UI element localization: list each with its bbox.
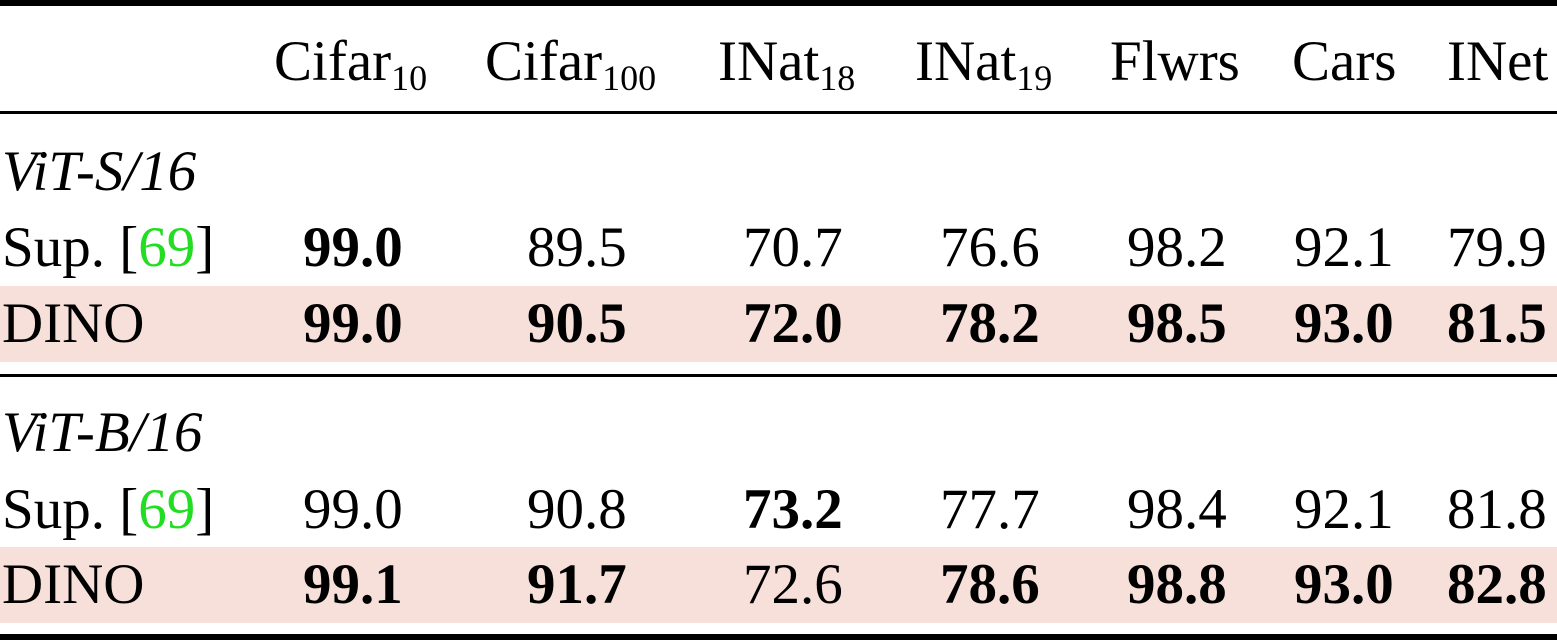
table-cell: 81.8	[1447, 478, 1547, 541]
column-header-cifar10: Cifar10	[274, 30, 428, 98]
table-cell: 92.1	[1294, 478, 1394, 541]
table-cell: 98.8	[1127, 553, 1227, 616]
row-label: Sup. [69]	[2, 478, 215, 541]
table-cell: 99.0	[303, 478, 403, 541]
section-title: ViT-B/16	[2, 401, 203, 464]
table-cell: 78.2	[940, 292, 1040, 355]
table-cell: 93.0	[1294, 292, 1394, 355]
table-cell: 98.4	[1127, 478, 1227, 541]
column-header-cifar100: Cifar100	[485, 30, 657, 98]
table-cell: 90.5	[527, 292, 627, 355]
table-cell: 91.7	[527, 553, 627, 616]
table-cell: 72.0	[743, 292, 843, 355]
section-title: ViT-S/16	[2, 140, 197, 203]
row-label: DINO	[2, 292, 145, 355]
table-cell: 98.2	[1127, 216, 1227, 279]
row-label: Sup. [69]	[2, 216, 215, 279]
table-cell: 99.0	[303, 216, 403, 279]
table-cell: 82.8	[1447, 553, 1547, 616]
row-highlight	[0, 286, 1557, 362]
column-header-inat18: INat18	[718, 30, 856, 98]
row-highlight	[0, 547, 1557, 623]
citation-link[interactable]: 69	[138, 478, 196, 541]
table-cell: 90.8	[527, 478, 627, 541]
table-cell: 70.7	[743, 216, 843, 279]
table-cell: 99.1	[303, 553, 403, 616]
table-cell: 93.0	[1294, 553, 1394, 616]
table-cell: 77.7	[940, 478, 1040, 541]
table-cell: 79.9	[1447, 216, 1547, 279]
table-header-rule	[0, 111, 1557, 114]
table-section-rule	[0, 374, 1557, 377]
table-cell: 73.2	[743, 478, 843, 541]
table-cell: 78.6	[940, 553, 1040, 616]
column-header-cars: Cars	[1292, 30, 1397, 93]
table-cell: 76.6	[940, 216, 1040, 279]
column-header-inat19: INat19	[915, 30, 1053, 98]
table-cell: 92.1	[1294, 216, 1394, 279]
table-cell: 81.5	[1447, 292, 1547, 355]
column-header-flwrs: Flwrs	[1110, 30, 1240, 93]
table-bottom-rule	[0, 634, 1557, 640]
table-cell: 89.5	[527, 216, 627, 279]
table-cell: 98.5	[1127, 292, 1227, 355]
table-cell: 99.0	[303, 292, 403, 355]
column-header-inet: INet	[1447, 30, 1549, 93]
table-top-rule	[0, 0, 1557, 6]
table-cell: 72.6	[743, 553, 843, 616]
row-label: DINO	[2, 553, 145, 616]
citation-link[interactable]: 69	[138, 216, 196, 279]
